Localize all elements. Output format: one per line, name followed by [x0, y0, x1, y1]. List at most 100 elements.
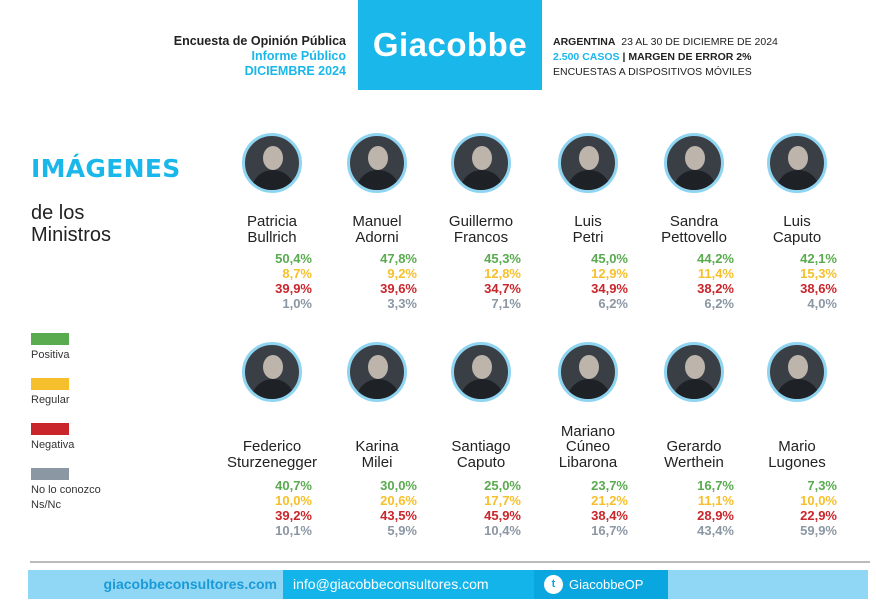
head-shape — [368, 355, 388, 379]
survey-title: Encuesta de Opinión Pública — [173, 34, 346, 48]
minister-photo — [558, 342, 618, 402]
minister-ratings: 47,8% 9,2% 39,6% 3,3% — [363, 251, 417, 311]
minister-name: Mario Lugones — [737, 406, 857, 470]
minister-name: Luis Petri — [528, 197, 648, 245]
minister-name-line: Gerardo — [666, 438, 722, 455]
head-shape — [579, 355, 599, 379]
survey-location-dates: ARGENTINA 23 AL 30 DE DICIEMRE DE 2024 — [553, 35, 778, 50]
minister-name: Luis Caputo — [737, 197, 857, 245]
rating-regular: 12,8% — [484, 266, 521, 281]
rating-unknown: 43,4% — [697, 523, 734, 538]
rating-positive: 45,3% — [484, 251, 521, 266]
rating-regular: 11,1% — [697, 493, 734, 508]
minister-name: Manuel Adorni — [317, 197, 437, 245]
minister-card: Santiago Caputo 25,0% 17,7% 45,9% 10,4% — [421, 342, 541, 538]
rating-regular: 9,2% — [387, 266, 417, 281]
rating-unknown: 3,3% — [387, 296, 417, 311]
rating-negative: 45,9% — [484, 508, 521, 523]
survey-method: ENCUESTAS A DISPOSITIVOS MÓVILES — [553, 66, 752, 78]
rating-regular: 12,9% — [591, 266, 628, 281]
minister-name-line: Mario — [778, 438, 816, 455]
minister-name-line: Luis — [574, 213, 602, 230]
separator: | — [622, 51, 626, 63]
rating-unknown: 5,9% — [387, 523, 417, 538]
minister-name-line: Milei — [361, 453, 393, 471]
minister-name-line: Adorni — [355, 228, 399, 246]
legend-label-text-2: Ns/Nc — [31, 499, 61, 511]
email-link[interactable]: info@giacobbeconsultores.com — [283, 570, 534, 599]
minister-name-line: Pettovello — [661, 228, 727, 246]
twitter-link[interactable]: t GiacobbeOP — [534, 570, 668, 599]
minister-name-line: Luis — [783, 213, 811, 230]
rating-regular: 17,7% — [484, 493, 521, 508]
legend-label-text: No lo conozco — [31, 484, 101, 496]
minister-name-line: Guillermo — [448, 213, 514, 230]
cases: 2.500 CASOS — [553, 51, 620, 63]
legend-swatch — [31, 423, 69, 435]
rating-unknown: 1,0% — [282, 296, 312, 311]
minister-name-line: Lugones — [768, 453, 826, 471]
rating-unknown: 10,4% — [484, 523, 521, 538]
rating-unknown: 16,7% — [591, 523, 628, 538]
minister-photo — [347, 342, 407, 402]
rating-positive: 30,0% — [380, 478, 417, 493]
head-shape — [368, 146, 388, 170]
body-shape — [673, 170, 717, 190]
body-shape — [251, 170, 295, 190]
legend-label: Positiva — [31, 348, 70, 363]
minister-name-line: Karina — [355, 438, 399, 455]
rating-positive: 50,4% — [275, 251, 312, 266]
rating-positive: 44,2% — [697, 251, 734, 266]
minister-name-line: Caputo — [456, 453, 506, 471]
legend-swatch — [31, 333, 69, 345]
legend-label: Regular — [31, 393, 70, 408]
minister-card: Luis Petri 45,0% 12,9% 34,9% 6,2% — [528, 133, 648, 311]
minister-name: Santiago Caputo — [421, 406, 541, 470]
rating-positive: 23,7% — [591, 478, 628, 493]
body-shape — [356, 379, 400, 399]
rating-unknown: 6,2% — [598, 296, 628, 311]
legend-label: Negativa — [31, 438, 74, 453]
minister-name: Mariano Cúneo Libarona — [528, 406, 648, 470]
rating-negative: 28,9% — [697, 508, 734, 523]
minister-card: Gerardo Werthein 16,7% 11,1% 28,9% 43,4% — [634, 342, 754, 538]
minister-name-line: Petri — [572, 228, 604, 246]
head-shape — [788, 146, 808, 170]
body-shape — [567, 170, 611, 190]
head-shape — [263, 146, 283, 170]
subtitle-line-1: de los — [31, 202, 85, 224]
minister-card: Federico Sturzenegger 40,7% 10,0% 39,2% 10,1% — [212, 342, 332, 538]
body-shape — [460, 379, 504, 399]
minister-name: Sandra Pettovello — [634, 197, 754, 245]
page-title: IMÁGENES — [31, 154, 181, 183]
minister-name-line: Sturzenegger — [226, 453, 318, 471]
report-type: Informe Público — [251, 49, 346, 63]
website-link[interactable]: giacobbeconsultores.com — [103, 576, 277, 592]
minister-name: Guillermo Francos — [421, 197, 541, 245]
minister-ratings: 45,0% 12,9% 34,9% 6,2% — [574, 251, 628, 311]
minister-photo — [451, 342, 511, 402]
minister-ratings: 40,7% 10,0% 39,2% 10,1% — [258, 478, 312, 538]
minister-name-line: Libarona — [558, 453, 618, 471]
minister-card: Manuel Adorni 47,8% 9,2% 39,6% 3,3% — [317, 133, 437, 311]
minister-photo — [451, 133, 511, 193]
rating-regular: 21,2% — [591, 493, 628, 508]
minister-name: Gerardo Werthein — [634, 406, 754, 470]
head-shape — [579, 146, 599, 170]
minister-name-line: Federico — [242, 438, 302, 455]
rating-negative: 34,7% — [484, 281, 521, 296]
minister-name-line: Patricia — [246, 213, 298, 230]
rating-negative: 38,4% — [591, 508, 628, 523]
rating-negative: 38,2% — [697, 281, 734, 296]
minister-name-line: Caputo — [772, 228, 822, 246]
minister-photo — [347, 133, 407, 193]
minister-ratings: 44,2% 11,4% 38,2% 6,2% — [680, 251, 734, 311]
body-shape — [251, 379, 295, 399]
minister-ratings: 45,3% 12,8% 34,7% 7,1% — [467, 251, 521, 311]
rating-unknown: 7,1% — [491, 296, 521, 311]
minister-card: Luis Caputo 42,1% 15,3% 38,6% 4,0% — [737, 133, 857, 311]
minister-photo — [242, 133, 302, 193]
minister-name-line: Santiago — [451, 438, 511, 455]
minister-name-line: Cúneo — [565, 438, 611, 455]
rating-regular: 10,0% — [275, 493, 312, 508]
